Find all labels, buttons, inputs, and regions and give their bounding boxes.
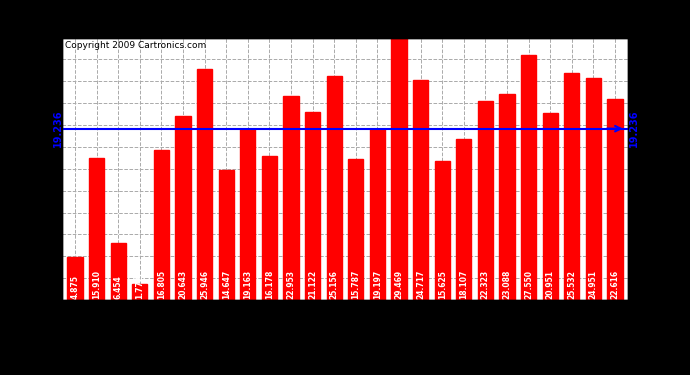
Text: 16.805: 16.805 [157,270,166,298]
Text: 6.454: 6.454 [114,275,123,298]
Text: 1.772: 1.772 [135,274,144,298]
Text: 19.197: 19.197 [373,269,382,298]
Text: 25.532: 25.532 [567,270,576,298]
Bar [500,94,515,300]
Text: Weekly Solar Energy Value ($ red) & Average (blue) Sat Jun 27 05:26: Weekly Solar Energy Value ($ red) & Aver… [23,11,667,29]
Text: 19.236: 19.236 [53,110,63,147]
Bar [564,73,580,300]
Bar [413,80,428,300]
Bar [68,256,83,300]
Text: 15.910: 15.910 [92,270,101,298]
Bar [542,113,558,300]
Bar [154,150,169,300]
Text: 24.717: 24.717 [416,269,425,298]
Text: 14.647: 14.647 [221,269,230,298]
Bar [348,159,364,300]
Text: 18.107: 18.107 [460,269,469,298]
Text: 16.178: 16.178 [265,269,274,298]
Bar [305,112,320,300]
Bar [456,139,471,300]
Bar [132,284,148,300]
Text: 21.122: 21.122 [308,270,317,298]
Bar [284,96,299,300]
Bar [391,38,406,300]
Bar [586,78,601,300]
Bar [175,116,190,300]
Bar [370,129,385,300]
Text: 27.550: 27.550 [524,270,533,298]
Bar [262,156,277,300]
Text: Copyright 2009 Cartronics.com: Copyright 2009 Cartronics.com [65,42,206,51]
Bar [521,55,536,300]
Bar [110,243,126,300]
Bar [326,76,342,300]
Text: 15.787: 15.787 [351,269,360,298]
Text: 22.953: 22.953 [286,270,295,298]
Text: 20.951: 20.951 [546,270,555,298]
Text: 25.946: 25.946 [200,270,209,298]
Text: 22.616: 22.616 [611,270,620,298]
Text: 25.156: 25.156 [330,270,339,298]
Text: 15.625: 15.625 [437,270,446,298]
Bar [89,158,104,300]
Bar [435,161,450,300]
Text: 29.469: 29.469 [395,270,404,298]
Bar [607,99,622,300]
Text: 23.088: 23.088 [502,269,511,298]
Bar [477,101,493,300]
Bar [197,69,213,300]
Text: 22.323: 22.323 [481,270,490,298]
Bar [240,129,255,300]
Text: 19.163: 19.163 [244,270,253,298]
Text: 24.951: 24.951 [589,270,598,298]
Text: 19.236: 19.236 [629,110,639,147]
Bar [219,170,234,300]
Text: 4.875: 4.875 [70,274,79,298]
Text: 20.643: 20.643 [179,270,188,298]
